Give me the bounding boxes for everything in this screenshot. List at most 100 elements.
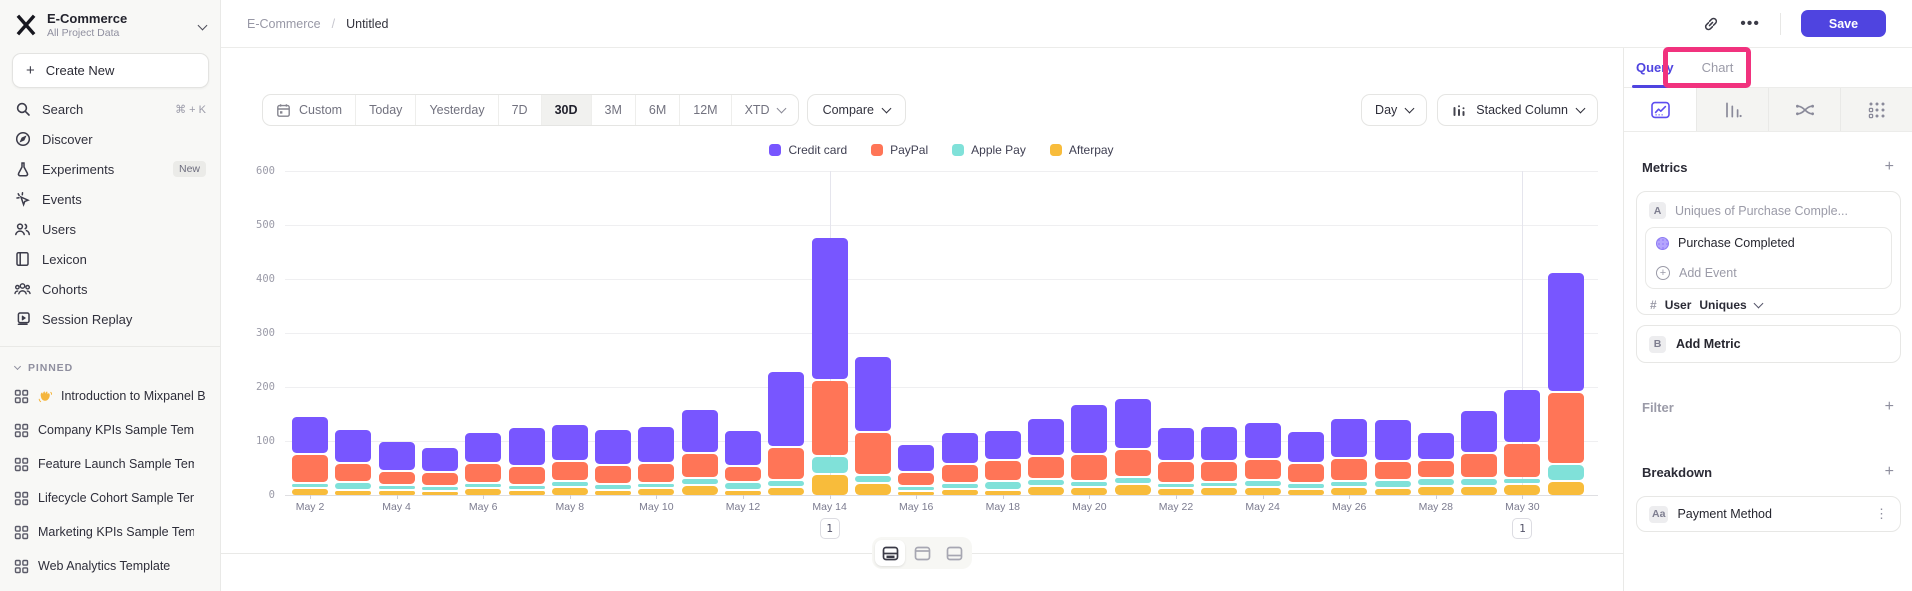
bar-May-20[interactable]: [1071, 171, 1108, 495]
bar-May-29[interactable]: [1461, 171, 1498, 495]
add-metric-plus-icon[interactable]: +: [1884, 158, 1894, 175]
annotation-badge-May-14[interactable]: 1: [819, 518, 840, 539]
bar-May-5[interactable]: [421, 171, 458, 495]
date-range-segmented-control: Custom Today Yesterday 7D 30D 3M 6M 12M XTD: [262, 94, 799, 126]
bar-May-13[interactable]: [768, 171, 805, 495]
bar-May-30[interactable]: [1504, 171, 1541, 495]
bar-May-16[interactable]: [898, 171, 935, 495]
bar-May-24[interactable]: [1244, 171, 1281, 495]
add-event-row[interactable]: + Add Event: [1646, 258, 1891, 288]
layout-chart-only-button[interactable]: [907, 540, 937, 566]
bar-May-8[interactable]: [551, 171, 588, 495]
measurement-selector[interactable]: # User Uniques: [1637, 289, 1900, 321]
bar-May-6[interactable]: [465, 171, 502, 495]
event-row[interactable]: Purchase Completed: [1646, 228, 1891, 258]
sidebar-item-experiments[interactable]: Experiments New: [0, 154, 220, 184]
compare-button[interactable]: Compare: [806, 94, 906, 126]
range-30d[interactable]: 30D: [541, 95, 592, 125]
breadcrumb-page[interactable]: Untitled: [346, 16, 389, 31]
bar-May-17[interactable]: [941, 171, 978, 495]
metric-b-card[interactable]: B Add Metric: [1636, 325, 1901, 363]
range-custom[interactable]: Custom: [263, 95, 357, 125]
copy-link-button[interactable]: [1702, 15, 1720, 33]
pinned-board-item[interactable]: Company KPIs Sample Template: [0, 413, 220, 447]
pinned-board-item[interactable]: Feature Launch Sample Template: [0, 447, 220, 481]
range-today[interactable]: Today: [356, 95, 417, 125]
pinned-board-item[interactable]: Marketing KPIs Sample Template: [0, 515, 220, 549]
project-switcher[interactable]: E-Commerce All Project Data: [0, 0, 220, 45]
kebab-menu-icon[interactable]: ⋮: [1875, 506, 1888, 521]
range-yesterday[interactable]: Yesterday: [416, 95, 499, 125]
bar-May-25[interactable]: [1287, 171, 1324, 495]
range-6m[interactable]: 6M: [636, 95, 681, 125]
bar-May-19[interactable]: [1028, 171, 1065, 495]
report-tab-flows[interactable]: [1768, 88, 1840, 131]
layout-split-view-button[interactable]: [875, 540, 905, 566]
annotation-badge-May-30[interactable]: 1: [1512, 518, 1533, 539]
bar-May-2[interactable]: [292, 171, 328, 495]
range-12m[interactable]: 12M: [680, 95, 732, 125]
legend-item-afterpay[interactable]: Afterpay: [1049, 143, 1114, 157]
pinned-board-item[interactable]: Introduction to Mixpanel Board: [0, 379, 220, 413]
measure-entity: User: [1664, 298, 1692, 312]
bar-May-7[interactable]: [508, 171, 545, 495]
metric-a-name-row[interactable]: A Uniques of Purchase Comple...: [1637, 192, 1900, 227]
sidebar-item-cohorts[interactable]: Cohorts: [0, 274, 220, 304]
bar-May-10[interactable]: [638, 171, 675, 495]
legend-item-apple-pay[interactable]: Apple Pay: [952, 143, 1026, 157]
pinned-board-item[interactable]: Lifecycle Cohort Sample Template: [0, 481, 220, 515]
pinned-section-toggle[interactable]: PINNED: [0, 357, 220, 379]
bar-May-14[interactable]: [811, 171, 848, 495]
sidebar-item-search[interactable]: Search ⌘ + K: [0, 94, 220, 124]
bar-May-4[interactable]: [378, 171, 415, 495]
report-tab-retention[interactable]: [1840, 88, 1912, 131]
sidebar-item-discover[interactable]: Discover: [0, 124, 220, 154]
segment-afterpay: [551, 487, 588, 495]
legend-item-paypal[interactable]: PayPal: [871, 143, 928, 157]
segment-credit-card: [1331, 419, 1368, 458]
segment-apple-pay: [984, 481, 1021, 490]
bar-May-23[interactable]: [1201, 171, 1238, 495]
report-tab-funnels[interactable]: [1696, 88, 1768, 131]
add-filter-plus-icon[interactable]: +: [1884, 398, 1894, 415]
add-breakdown-plus-icon[interactable]: +: [1884, 463, 1894, 480]
bar-May-22[interactable]: [1158, 171, 1194, 495]
sidebar-item-session-replay[interactable]: Session Replay: [0, 304, 220, 334]
segment-credit-card: [811, 237, 848, 379]
bar-May-3[interactable]: [335, 171, 372, 495]
pinned-board-item[interactable]: Web Analytics Template: [0, 549, 220, 583]
tab-chart[interactable]: Chart: [1701, 60, 1734, 75]
more-options-button[interactable]: •••: [1740, 15, 1760, 32]
bar-May-9[interactable]: [595, 171, 632, 495]
bar-May-11[interactable]: [681, 171, 718, 495]
breadcrumb-project[interactable]: E-Commerce: [247, 16, 321, 31]
granularity-dropdown[interactable]: Day: [1361, 94, 1428, 126]
sidebar-item-events[interactable]: Events: [0, 184, 220, 214]
segment-credit-card: [681, 409, 718, 453]
range-xtd[interactable]: XTD: [732, 95, 798, 125]
bar-May-28[interactable]: [1417, 171, 1454, 495]
report-tab-insights[interactable]: [1624, 88, 1696, 131]
sidebar-item-users[interactable]: Users: [0, 214, 220, 244]
range-3m[interactable]: 3M: [592, 95, 636, 125]
sidebar-item-lexicon[interactable]: Lexicon: [0, 244, 220, 274]
chart-type-dropdown[interactable]: Stacked Column: [1437, 94, 1598, 126]
bar-May-12[interactable]: [725, 171, 761, 495]
range-7d[interactable]: 7D: [499, 95, 542, 125]
gridline-y-500: [285, 225, 1598, 226]
bar-May-18[interactable]: [984, 171, 1021, 495]
bar-May-26[interactable]: [1331, 171, 1368, 495]
create-new-button[interactable]: + Create New: [12, 53, 209, 89]
bar-May-15[interactable]: [854, 171, 891, 495]
legend-item-credit-card[interactable]: Credit card: [769, 143, 847, 157]
tab-query[interactable]: Query: [1636, 60, 1674, 75]
bar-May-31[interactable]: [1547, 171, 1584, 495]
link-icon: [1702, 15, 1720, 33]
bar-May-27[interactable]: [1374, 171, 1411, 495]
segment-credit-card: [1461, 410, 1498, 452]
bar-May-21[interactable]: [1114, 171, 1151, 495]
layout-table-only-button[interactable]: [939, 540, 969, 566]
save-button[interactable]: Save: [1801, 10, 1886, 37]
breakdown-card[interactable]: Aa Payment Method ⋮: [1636, 496, 1901, 532]
pinned-item-label: Introduction to Mixpanel Board: [61, 389, 206, 404]
